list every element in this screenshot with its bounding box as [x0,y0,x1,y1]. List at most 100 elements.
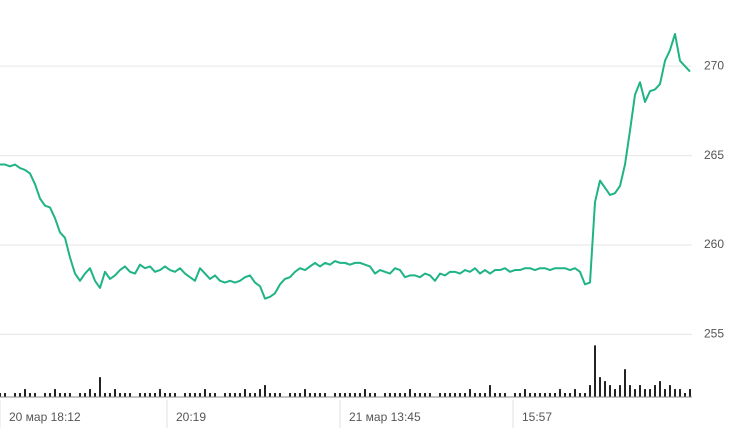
volume-bar [189,393,191,397]
volume-bar [579,393,581,397]
volume-bar [659,381,661,397]
volume-bar [429,393,431,397]
volume-bar [669,385,671,397]
volume-bar [384,393,386,397]
volume-bar [129,393,131,397]
volume-bar [404,393,406,397]
volume-bar [599,377,601,397]
volume-bar [274,393,276,397]
volume-bar [159,389,161,397]
volume-bar [534,393,536,397]
volume-bar [229,393,231,397]
volume-bar [79,393,81,397]
volume-bar [424,393,426,397]
volume-bar [164,393,166,397]
volume-bar [24,389,26,397]
volume-bar [304,389,306,397]
volume-bar [34,393,36,397]
volume-bar [459,393,461,397]
volume-bar [314,393,316,397]
volume-bar [174,393,176,397]
volume-bar [99,377,101,397]
volume-bar [499,393,501,397]
volume-bar [679,389,681,397]
volume-bar [344,393,346,397]
volume-bar [564,393,566,397]
volume-bar [684,393,686,397]
volume-bar [114,389,116,397]
volume-bar [469,389,471,397]
volume-bar [184,393,186,397]
volume-bar [349,393,351,397]
volume-bar [649,389,651,397]
volume-bar [259,389,261,397]
volume-bar [639,385,641,397]
volume-bar [224,393,226,397]
volume-bar [339,393,341,397]
volume-bar [399,393,401,397]
y-tick-label: 255 [704,327,724,341]
volume-bar [584,393,586,397]
volume-bar [569,393,571,397]
volume-bar [44,393,46,397]
x-tick-label: 21 мар 13:45 [349,410,421,424]
volume-bar [619,385,621,397]
volume-bar [359,393,361,397]
volume-bar [264,385,266,397]
volume-bar [394,393,396,397]
volume-bar [14,393,16,397]
volume-bar [309,393,311,397]
volume-bar [59,393,61,397]
volume-bar [479,393,481,397]
volume-bar [29,393,31,397]
volume-bar [209,393,211,397]
volume-bar [154,393,156,397]
volume-bar [124,393,126,397]
volume-bar [64,393,66,397]
volume-bar [444,393,446,397]
y-tick-label: 260 [704,237,724,251]
volume-bar [244,389,246,397]
volume-bar [484,393,486,397]
volume-bar [119,393,121,397]
volume-bar [414,393,416,397]
volume-bar [54,389,56,397]
volume-bar [4,393,6,397]
volume-bar [524,389,526,397]
volume-bar [514,393,516,397]
volume-bar [249,393,251,397]
volume-bar [604,381,606,397]
volume-bar [609,385,611,397]
x-tick-label: 20 мар 18:12 [9,410,81,424]
volume-bar [169,393,171,397]
x-tick-label: 20:19 [176,410,206,424]
volume-bar [294,393,296,397]
volume-bar [464,393,466,397]
volume-bar [319,393,321,397]
volume-bar [49,393,51,397]
volume-bar [144,393,146,397]
volume-bar [529,393,531,397]
volume-bar [374,393,376,397]
volume-bar [489,385,491,397]
volume-bar [364,389,366,397]
volume-bar [69,393,71,397]
volume-bar [354,393,356,397]
volume-bar [369,393,371,397]
volume-bar [94,393,96,397]
volume-bar [199,393,201,397]
volume-bar [674,389,676,397]
volume-bar [624,369,626,397]
volume-bar [89,389,91,397]
volume-bar [279,393,281,397]
volume-bar [644,389,646,397]
volume-bar [204,389,206,397]
volume-bar [539,393,541,397]
volume-bar [299,393,301,397]
volume-bar [594,345,596,397]
volume-bar [474,393,476,397]
volume-bar [494,393,496,397]
volume-bar [689,389,691,397]
volume-bar [389,393,391,397]
